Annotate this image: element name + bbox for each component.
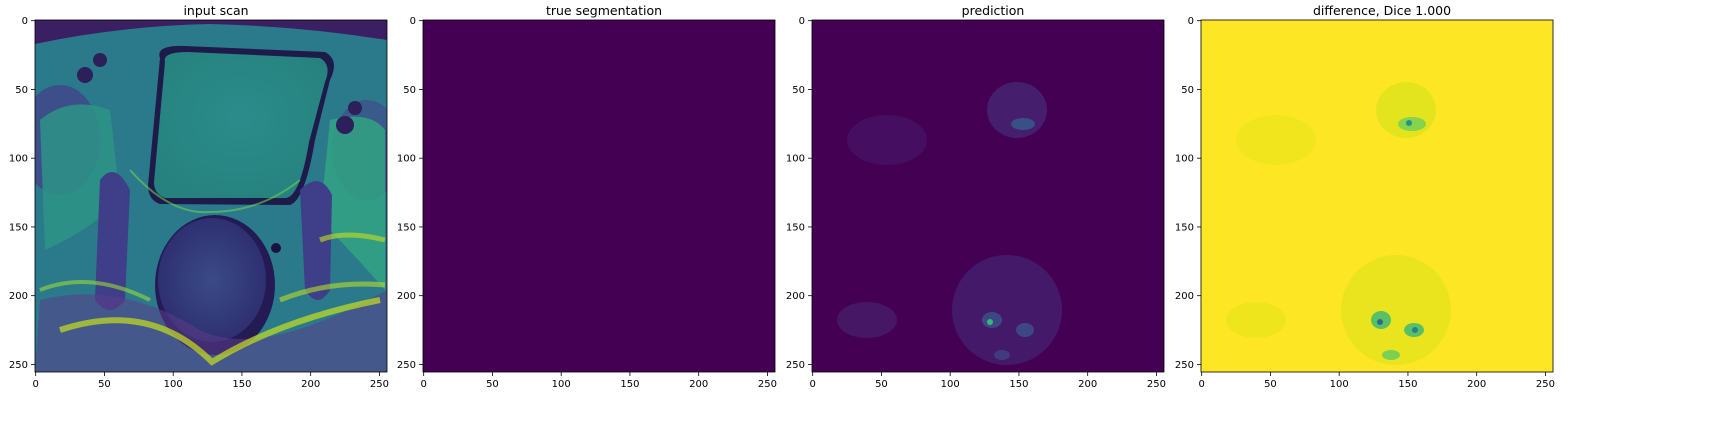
y-tick-label: 0	[799, 16, 805, 27]
axes-frame	[34, 19, 388, 373]
x-tick-label: 100	[552, 379, 571, 390]
x-tick-label: 150	[1009, 379, 1028, 390]
y-axis-ticks: 0 50 100 150 200 250	[397, 16, 423, 371]
x-tick-label: 200	[689, 379, 708, 390]
x-tick-label: 50	[1264, 379, 1277, 390]
mri-scan-image	[35, 20, 387, 372]
y-tick-label: 0	[22, 16, 28, 27]
x-tick-label: 250	[1147, 379, 1166, 390]
y-tick-label: 250	[1175, 360, 1194, 371]
y-tick-label: 0	[1188, 16, 1194, 27]
panel-title: true segmentation	[545, 3, 663, 18]
panel-true-segmentation: true segmentation 0 50 100 150 200 250 0 50 100…	[388, 0, 820, 432]
x-tick-label: 250	[370, 379, 389, 390]
panel-prediction: prediction 0 50 100 150 200 250 0 50 100 150 200 2…	[777, 0, 1209, 432]
y-tick-label: 200	[397, 291, 416, 302]
x-tick-label: 250	[1536, 379, 1555, 390]
y-tick-label: 100	[1175, 154, 1194, 165]
y-tick-label: 50	[403, 85, 416, 96]
x-tick-label: 0	[810, 379, 816, 390]
y-axis-ticks: 0 50 100 150 200 250	[786, 16, 812, 371]
x-tick-label: 100	[941, 379, 960, 390]
x-tick-label: 150	[620, 379, 639, 390]
x-tick-label: 150	[232, 379, 251, 390]
x-tick-label: 50	[98, 379, 111, 390]
x-tick-label: 150	[1398, 379, 1417, 390]
x-tick-label: 200	[1467, 379, 1486, 390]
x-tick-label: 50	[486, 379, 499, 390]
y-tick-label: 250	[9, 360, 28, 371]
y-tick-label: 50	[1181, 85, 1194, 96]
panel-title: input scan	[183, 3, 249, 18]
y-tick-label: 100	[9, 154, 28, 165]
x-axis-ticks: 0 50 100 150 200 250	[33, 372, 389, 390]
y-tick-label: 50	[15, 85, 28, 96]
panel-input-scan: input scan	[0, 0, 432, 432]
x-tick-label: 50	[875, 379, 888, 390]
x-axis-ticks: 0 50 100 150 200 250	[810, 372, 1166, 390]
y-tick-label: 200	[786, 291, 805, 302]
y-tick-label: 200	[9, 291, 28, 302]
x-tick-label: 250	[758, 379, 777, 390]
y-tick-label: 150	[397, 222, 416, 233]
x-tick-label: 0	[33, 379, 39, 390]
y-tick-label: 100	[397, 154, 416, 165]
plot-input-scan: 0 50 100 150 200 250 0 50 100 150 200 250	[9, 16, 389, 390]
axes-frame	[1200, 19, 1554, 373]
x-axis-ticks: 0 50 100 150 200 250	[1199, 372, 1555, 390]
plot-true-segmentation: 0 50 100 150 200 250 0 50 100 150 200 250	[397, 16, 777, 390]
panel-difference: difference, Dice 1.000 0 50 100 150 200 250 0…	[1166, 0, 1598, 432]
plot-difference: 0 50 100 150 200 250 0 50 100 150 200 250	[1175, 16, 1555, 390]
x-tick-label: 0	[1199, 379, 1205, 390]
axes-frame	[422, 19, 776, 373]
y-axis-ticks: 0 50 100 150 200 250	[9, 16, 35, 371]
y-tick-label: 100	[786, 154, 805, 165]
x-tick-label: 0	[421, 379, 427, 390]
panel-title: difference, Dice 1.000	[1312, 3, 1452, 18]
y-axis-ticks: 0 50 100 150 200 250	[1175, 16, 1201, 371]
y-tick-label: 250	[397, 360, 416, 371]
prediction-image	[812, 20, 1164, 372]
difference-image	[1201, 20, 1553, 372]
y-tick-label: 150	[9, 222, 28, 233]
axes-frame	[811, 19, 1165, 373]
x-axis-ticks: 0 50 100 150 200 250	[421, 372, 777, 390]
segmentation-mask-image	[423, 20, 775, 372]
y-tick-label: 250	[786, 360, 805, 371]
y-tick-label: 200	[1175, 291, 1194, 302]
x-tick-label: 100	[164, 379, 183, 390]
y-tick-label: 0	[410, 16, 416, 27]
plot-prediction: 0 50 100 150 200 250 0 50 100 150 200 250	[786, 16, 1166, 390]
panel-title: prediction	[961, 3, 1025, 18]
y-tick-label: 50	[792, 85, 805, 96]
x-tick-label: 200	[301, 379, 320, 390]
x-tick-label: 100	[1330, 379, 1349, 390]
y-tick-label: 150	[786, 222, 805, 233]
x-tick-label: 200	[1078, 379, 1097, 390]
y-tick-label: 150	[1175, 222, 1194, 233]
